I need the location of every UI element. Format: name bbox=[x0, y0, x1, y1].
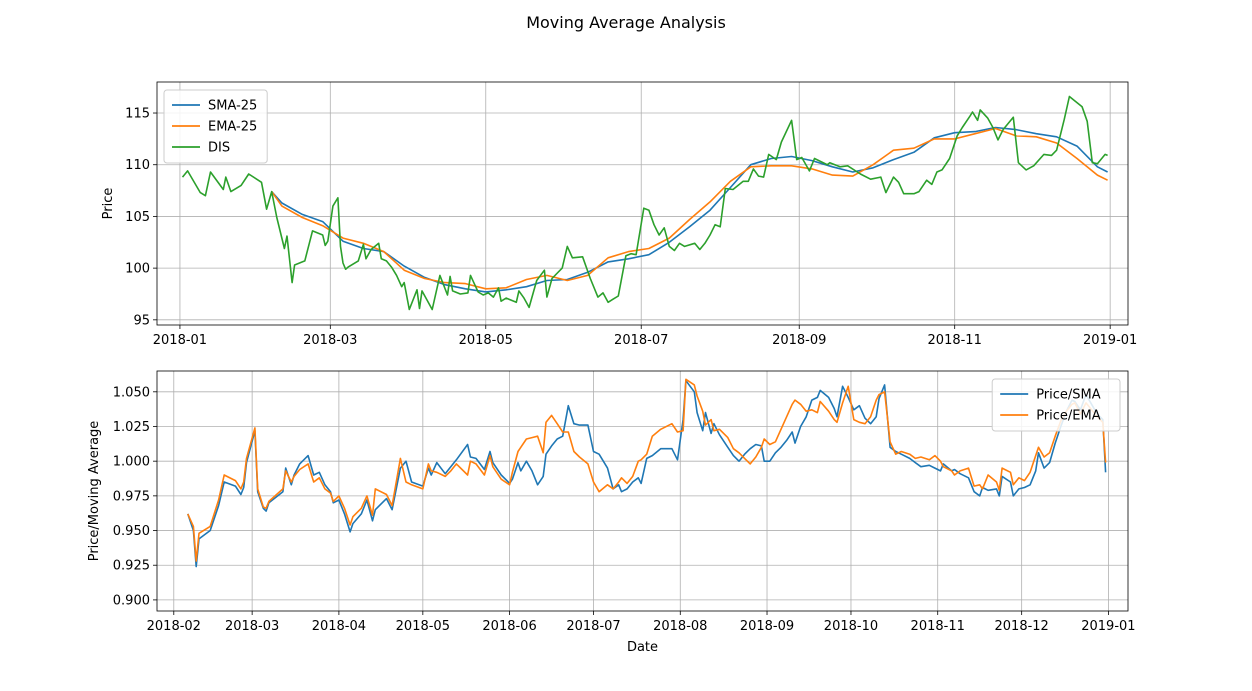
chart1-x-tick-label: 2018-10 bbox=[824, 619, 878, 634]
chart1-y-tick-label: 1.025 bbox=[113, 420, 150, 435]
chart0-legend: SMA-25 EMA-25 DIS bbox=[163, 89, 268, 164]
chart0-y-axis-label: Price bbox=[101, 188, 116, 220]
chart1-x-tick-label: 2018-04 bbox=[312, 619, 366, 634]
chart1-y-tick-label: 0.925 bbox=[113, 559, 150, 574]
chart1-y-axis-label: Price/Moving Average bbox=[87, 421, 102, 562]
chart0-x-tick-label: 2018-01 bbox=[153, 333, 207, 348]
chart0-x-tick-label: 2019-01 bbox=[1083, 333, 1137, 348]
chart0-series-line-ema-25 bbox=[271, 127, 1108, 290]
chart1-x-tick-label: 2018-07 bbox=[566, 619, 620, 634]
chart0-y-tick-label: 110 bbox=[125, 158, 150, 173]
chart1-axes-frame bbox=[156, 370, 1129, 612]
chart1-x-tick-label: 2018-09 bbox=[740, 619, 794, 634]
chart0-y-tick-label: 95 bbox=[133, 313, 150, 328]
chart1-legend-label-1: Price/EMA bbox=[1036, 409, 1101, 424]
chart0-series-line-dis bbox=[181, 95, 1108, 311]
chart1-x-tick-label: 2018-02 bbox=[147, 619, 201, 634]
chart0-legend-label-1: EMA-25 bbox=[208, 120, 257, 135]
chart0-y-tick-label: 105 bbox=[125, 210, 150, 225]
chart0-legend-box bbox=[163, 89, 268, 164]
chart1-y-tick-label: 1.000 bbox=[113, 455, 150, 470]
chart1-grid bbox=[157, 371, 1128, 611]
chart1-legend: Price/SMA Price/EMA bbox=[991, 378, 1121, 432]
chart1-x-tick-label: 2018-05 bbox=[396, 619, 450, 634]
chart0-y-tick-label: 100 bbox=[125, 262, 150, 277]
chart1-y-tick-label: 0.975 bbox=[113, 489, 150, 504]
chart1-series-line-price-ema bbox=[187, 378, 1107, 562]
chart1-x-tick-label: 2018-11 bbox=[911, 619, 965, 634]
chart0-grid bbox=[157, 82, 1128, 325]
chart0-legend-label-2: DIS bbox=[208, 141, 230, 156]
chart0-x-tick-label: 2018-03 bbox=[303, 333, 357, 348]
chart0-x-tick-label: 2018-11 bbox=[928, 333, 982, 348]
chart0-y-tick-label: 115 bbox=[125, 107, 150, 122]
chart0-series-line-sma-25 bbox=[271, 126, 1108, 293]
chart1-x-tick-label: 2018-06 bbox=[482, 619, 536, 634]
chart1-x-tick-label: 2018-08 bbox=[653, 619, 707, 634]
chart1-series-line-price-sma bbox=[187, 379, 1107, 568]
chart1-legend-label-0: Price/SMA bbox=[1036, 388, 1101, 403]
chart1-x-tick-label: 2018-03 bbox=[225, 619, 279, 634]
chart1-legend-box bbox=[991, 378, 1121, 432]
chart1-x-axis-label: Date bbox=[627, 640, 658, 655]
chart0-axes-frame bbox=[156, 81, 1129, 326]
chart0-x-tick-label: 2018-07 bbox=[614, 333, 668, 348]
chart0-x-tick-label: 2018-09 bbox=[772, 333, 826, 348]
chart0-legend-label-0: SMA-25 bbox=[208, 99, 257, 114]
figure-title: Moving Average Analysis bbox=[526, 13, 726, 32]
chart1-y-tick-label: 0.900 bbox=[113, 593, 150, 608]
chart1-y-tick-label: 1.050 bbox=[113, 385, 150, 400]
price-panel: 2018-01 2018-03 2018-05 2018-07 2018-09 2018-… bbox=[101, 81, 1137, 348]
chart0-x-tick-label: 2018-05 bbox=[459, 333, 513, 348]
chart1-x-tick-label: 2018-12 bbox=[995, 619, 1049, 634]
ratio-panel: 2018-02 2018-03 2018-04 2018-05 2018-06 2018-… bbox=[87, 370, 1136, 655]
chart1-x-tick-label: 2019-01 bbox=[1081, 619, 1135, 634]
chart1-y-tick-label: 0.950 bbox=[113, 524, 150, 539]
